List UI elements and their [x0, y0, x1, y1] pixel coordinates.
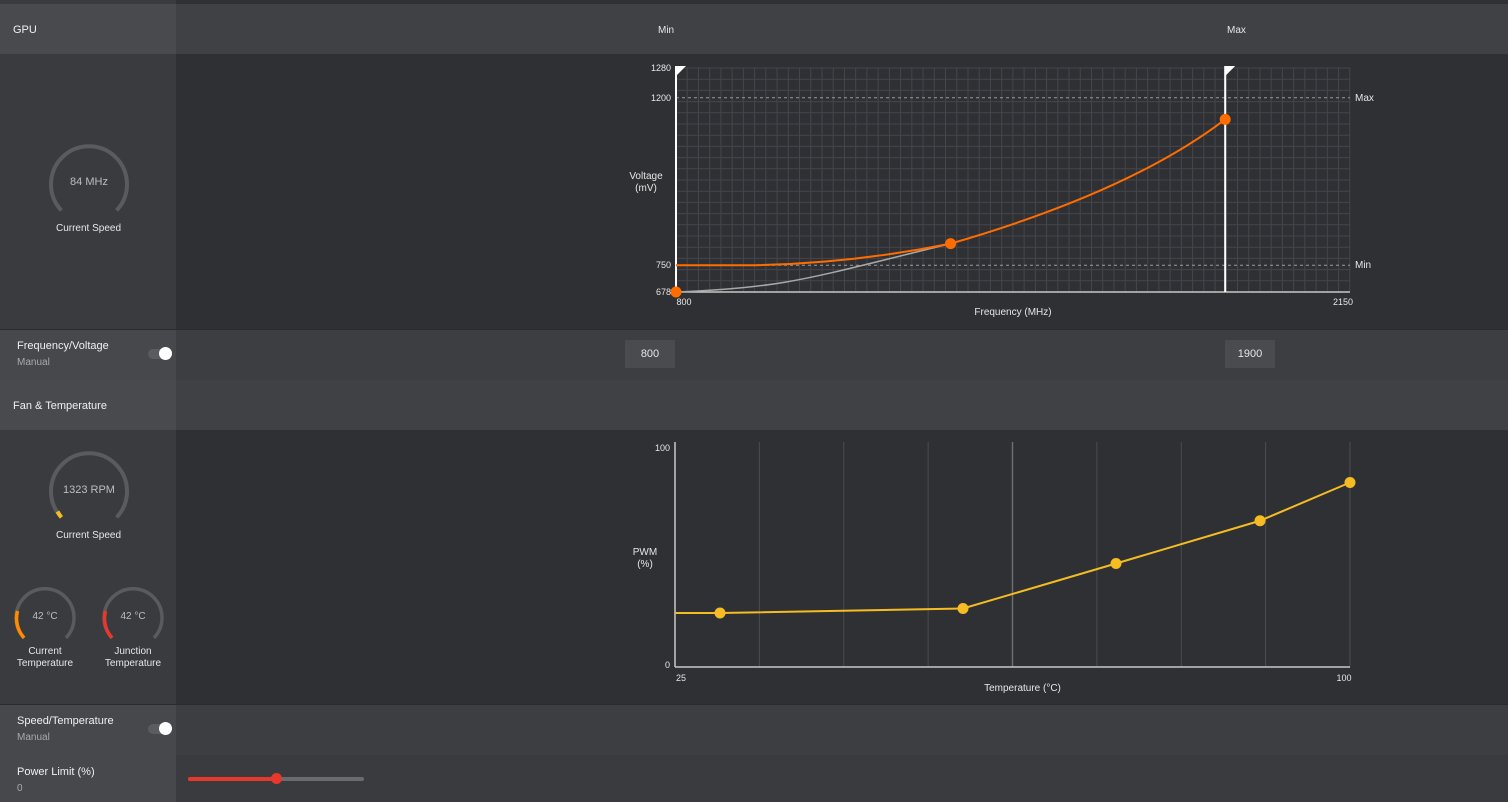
speed-temperature-mode: Manual [17, 732, 50, 743]
speed-temperature-toggle[interactable] [148, 722, 172, 735]
frequency-voltage-toggle[interactable] [148, 347, 172, 360]
fan-title: Fan & Temperature [13, 400, 107, 412]
x-tick-label: 800 [676, 297, 691, 307]
power-limit-value: 0 [17, 783, 23, 794]
gpu-header: GPU Min Max [0, 4, 1508, 54]
voltage-frequency-chart[interactable]: Max Min 1280 1200 750 678 800 2150 Voltage(mV) Fr… [620, 60, 1400, 325]
fan-curve-point[interactable] [1110, 558, 1122, 569]
fan-header-left [0, 380, 176, 430]
min-column-label: Min [658, 25, 675, 36]
max-column-label: Max [1227, 25, 1246, 36]
min-frequency-flag[interactable] [676, 66, 686, 76]
frequency-voltage-row: Frequency/Voltage Manual 800 1900 [0, 329, 1508, 381]
gpu-speed-gauge-ring [49, 144, 129, 212]
min-voltage-label: Min [1355, 260, 1371, 271]
fan-y-tick-label: 100 [655, 443, 670, 453]
frequency-voltage-mode: Manual [17, 357, 50, 368]
junction-temperature-gauge: 42 °C [102, 586, 164, 648]
toggle-knob [159, 722, 172, 735]
y-tick-label: 678 [656, 287, 671, 297]
frequency-voltage-panel [0, 330, 176, 380]
fan-header: Fan & Temperature [0, 380, 1508, 430]
junction-temperature-value: 42 °C [120, 611, 146, 622]
current-temperature-label: Current Temperature [0, 646, 90, 670]
gpu-speed-value: 84 MHz [70, 176, 108, 188]
x-tick-label: 2150 [1333, 297, 1353, 307]
fan-speed-label: Current Speed [55, 530, 122, 541]
current-temperature-label-line2: Temperature [16, 658, 74, 669]
junction-temperature-label: Junction Temperature [88, 646, 178, 670]
current-temperature-label-line1: Current [28, 646, 62, 657]
power-limit-panel [0, 755, 176, 802]
fan-speed-gauge: 1323 RPM [49, 450, 129, 530]
gpu-title: GPU [13, 24, 37, 36]
fan-curve [675, 481, 1351, 614]
frequency-voltage-title: Frequency/Voltage [17, 340, 109, 352]
fan-curve-point[interactable] [714, 607, 726, 619]
max-frequency-flag[interactable] [1225, 66, 1236, 76]
fan-speed-gauge-ring [49, 451, 129, 519]
fan-y-axis-unit: (%) [637, 559, 653, 570]
min-frequency-input[interactable]: 800 [625, 340, 675, 368]
y-tick-label: 1200 [651, 93, 671, 103]
fan-y-axis-label: PWM [633, 547, 657, 558]
power-limit-title: Power Limit (%) [17, 766, 95, 778]
fan-curve-point[interactable] [957, 603, 969, 614]
speed-temperature-title: Speed/Temperature [17, 715, 114, 727]
current-temperature-gauge: 42 °C [14, 586, 76, 648]
power-limit-slider-fill [188, 777, 276, 781]
speed-temperature-row: Speed/Temperature Manual [0, 704, 1508, 756]
y-axis-label: Voltage [629, 171, 663, 182]
voltage-grid [675, 67, 1351, 293]
current-temperature-ring [14, 587, 76, 640]
max-voltage-label: Max [1355, 93, 1374, 104]
fan-x-tick-label: 25 [676, 673, 686, 683]
current-temperature-value: 42 °C [32, 611, 58, 622]
junction-temperature-label-line1: Junction [114, 646, 152, 657]
y-tick-label: 1280 [651, 63, 671, 73]
voltage-curve-point[interactable] [670, 286, 682, 298]
gpu-header-left [0, 4, 176, 54]
fan-speed-value: 1323 RPM [63, 484, 115, 496]
toggle-knob [159, 347, 172, 360]
voltage-curve-point[interactable] [1219, 113, 1231, 125]
fan-x-tick-label: 100 [1336, 673, 1351, 683]
max-frequency-input[interactable]: 1900 [1225, 340, 1275, 368]
power-limit-row: Power Limit (%) 0 [0, 755, 1508, 802]
y-tick-label: 750 [656, 260, 671, 270]
speed-temperature-panel [0, 705, 176, 755]
y-axis-unit: (mV) [635, 183, 657, 194]
fan-x-axis-label: Temperature (°C) [984, 683, 1061, 694]
fan-curve-point[interactable] [1254, 515, 1266, 527]
fan-curve-chart[interactable]: 100 0 25 100 PWM(%) Temperature (°C) [620, 436, 1400, 698]
voltage-curve-point[interactable] [945, 238, 957, 250]
voltage-curve-base [675, 242, 951, 293]
fan-y-tick-label: 0 [665, 660, 670, 670]
x-axis-label: Frequency (MHz) [974, 307, 1051, 318]
gpu-speed-gauge: 84 MHz [49, 143, 129, 223]
power-limit-slider[interactable] [188, 773, 364, 784]
power-limit-slider-handle[interactable] [270, 773, 282, 784]
junction-temperature-label-line2: Temperature [104, 658, 162, 669]
gpu-speed-label: Current Speed [55, 223, 122, 234]
fan-curve-point[interactable] [1344, 477, 1356, 488]
junction-temperature-ring [102, 587, 164, 640]
